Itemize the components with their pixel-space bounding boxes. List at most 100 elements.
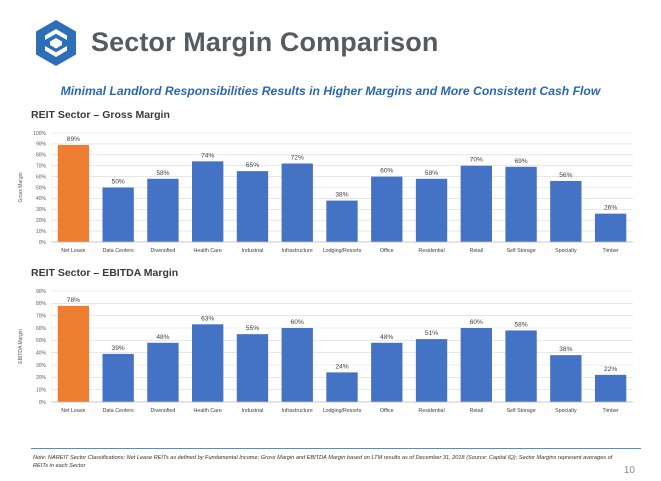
data-label: 55% [246, 325, 259, 332]
x-tick-label: Data Centers [103, 408, 135, 414]
data-label: 26% [604, 205, 617, 212]
ebitda-margin-chart: REIT Sector – EBITDA Margin 0% 10% 20% 30% 4… [0, 262, 661, 422]
data-label: 38% [559, 346, 572, 353]
x-tick-label: Industrial [242, 408, 264, 414]
x-tick-label: Self Storage [506, 408, 535, 414]
bar [550, 355, 582, 402]
bar [281, 328, 313, 402]
gross-margin-plot: 0% 10% 20% 30% 40% 50% 60% 70% 80% 90% 100% Gross M… [18, 131, 633, 254]
x-tick-label: Residential [418, 408, 444, 414]
x-tick-label: Diversified [151, 408, 176, 414]
bar [415, 339, 448, 402]
ebitda-margin-plot: 0% 10% 20% 30% 40% 50% 60% 70% 80% 90% EBITDA Marg… [18, 289, 633, 414]
data-label: 50% [112, 179, 125, 186]
x-tick-label: Infrastructure [282, 248, 313, 254]
y-tick-label: 10% [36, 229, 47, 235]
y-tick-label: 70% [36, 313, 47, 319]
page-title: Sector Margin Comparison [91, 27, 439, 57]
x-tick-label: Health Care [194, 248, 222, 254]
x-tick-label: Specialty [555, 408, 577, 414]
data-label: 65% [246, 162, 259, 169]
y-tick-label: 60% [36, 174, 47, 180]
bar [326, 200, 358, 242]
company-logo [36, 20, 76, 66]
y-tick-label: 60% [36, 326, 47, 332]
bar [102, 187, 134, 242]
x-tick-label: Office [380, 408, 394, 414]
bar [505, 330, 537, 402]
data-label: 60% [380, 168, 393, 175]
y-tick-label: 20% [36, 375, 47, 381]
chart-title: REIT Sector – Gross Margin [31, 109, 170, 121]
y-tick-label: 40% [36, 196, 47, 202]
data-label: 60% [470, 319, 483, 326]
y-tick-label: 20% [36, 218, 47, 224]
data-label: 22% [604, 366, 617, 373]
y-tick-label: 100% [33, 131, 46, 137]
x-tick-label: Lodging/Resorts [323, 248, 362, 254]
data-label: 74% [201, 152, 214, 159]
data-label: 69% [514, 158, 527, 165]
x-tick-label: Timber [602, 408, 619, 414]
bar [192, 161, 224, 242]
x-tick-label: Timber [602, 248, 619, 254]
data-label: 56% [559, 172, 572, 179]
x-tick-label: Retail [470, 408, 484, 414]
x-tick-label: Health Care [194, 408, 222, 414]
bar [460, 165, 492, 242]
x-tick-label: Infrastructure [282, 408, 313, 414]
y-axis-label: Gross Margin [18, 172, 24, 202]
x-tick-label: Net Lease [61, 248, 85, 254]
y-tick-label: 50% [36, 338, 47, 344]
data-label: 89% [67, 136, 80, 143]
data-label: 63% [201, 315, 214, 322]
y-tick-label: 0% [39, 400, 47, 406]
y-axis-label: EBITDA Margin [18, 329, 24, 364]
bar [147, 342, 179, 402]
bar [594, 374, 627, 402]
bar [57, 144, 90, 242]
bar [147, 178, 179, 242]
y-tick-label: 80% [36, 153, 47, 159]
x-tick-label: Office [380, 248, 394, 254]
y-tick-label: 10% [36, 387, 47, 393]
data-label: 38% [335, 192, 348, 199]
y-tick-label: 40% [36, 350, 47, 356]
gross-margin-chart: REIT Sector – Gross Margin 0% 10% 20% 30% 40… [0, 104, 661, 264]
x-tick-label: Specialty [555, 248, 577, 254]
page-subtitle: Minimal Landlord Responsibilities Result… [60, 84, 601, 98]
footnote: Note: NAREIT Sector Classifications; Net… [33, 455, 613, 469]
page-number: 10 [623, 465, 635, 476]
data-label: 39% [112, 345, 125, 352]
bar [236, 334, 269, 402]
x-tick-label: Net Lease [61, 408, 85, 414]
y-tick-label: 30% [36, 207, 47, 213]
y-tick-label: 50% [36, 185, 47, 191]
x-tick-label: Data Centers [103, 248, 135, 254]
data-label: 24% [335, 363, 348, 370]
x-tick-label: Residential [418, 248, 444, 254]
bar [550, 180, 582, 242]
data-label: 58% [156, 170, 169, 177]
y-tick-label: 70% [36, 164, 47, 170]
x-tick-label: Diversified [151, 248, 176, 254]
data-label: 51% [425, 330, 438, 337]
y-tick-label: 80% [36, 301, 47, 307]
x-tick-label: Retail [470, 248, 484, 254]
data-label: 48% [156, 334, 169, 341]
x-tick-label: Industrial [242, 248, 264, 254]
footer-divider [31, 448, 641, 449]
data-label: 58% [425, 170, 438, 177]
bar [281, 163, 313, 242]
y-tick-label: 30% [36, 363, 47, 369]
x-tick-label: Self Storage [506, 248, 535, 254]
bar [326, 372, 358, 402]
y-tick-label: 90% [36, 289, 47, 295]
y-tick-label: 90% [36, 142, 47, 148]
data-label: 70% [470, 157, 483, 164]
bar [371, 342, 403, 402]
bar [192, 324, 224, 402]
data-label: 48% [380, 334, 393, 341]
bar [102, 353, 134, 402]
bar [236, 171, 269, 242]
